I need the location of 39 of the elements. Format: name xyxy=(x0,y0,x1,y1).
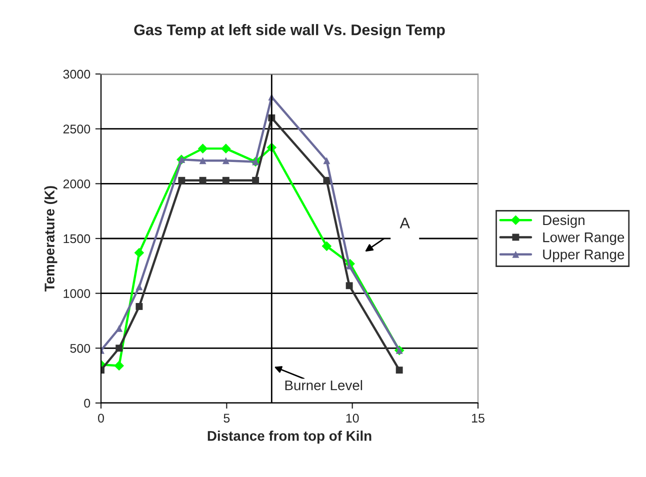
y-tick-label: 0 xyxy=(84,398,90,408)
x-tick-label: 5 xyxy=(224,414,230,423)
chart-title: Gas Temp at left side wall Vs. Design Temp xyxy=(134,24,445,38)
point xyxy=(198,144,208,154)
annotation: A xyxy=(400,218,410,228)
point xyxy=(136,303,143,310)
y-axis-title: Temperature (K) xyxy=(44,186,58,292)
point xyxy=(178,176,186,184)
point xyxy=(222,157,230,164)
x-tick-label: 10 xyxy=(346,414,359,423)
point xyxy=(116,344,123,352)
point xyxy=(134,248,144,258)
x-axis-title: Distance from top of Kiln xyxy=(208,430,372,444)
point xyxy=(199,176,206,184)
point xyxy=(114,360,124,371)
point xyxy=(252,176,260,184)
y-tick-label: 500 xyxy=(70,344,90,353)
point xyxy=(136,283,143,290)
point xyxy=(222,176,230,184)
point xyxy=(221,144,231,154)
point xyxy=(396,366,403,374)
point xyxy=(346,282,353,290)
y-tick-label: 3000 xyxy=(63,70,90,79)
legend-label: Lower Range xyxy=(543,232,624,245)
point xyxy=(323,157,330,164)
point xyxy=(199,157,206,164)
x-tick-label: 0 xyxy=(98,414,104,423)
y-tick-label: 1000 xyxy=(64,289,90,298)
ref-line-label: Burner Level xyxy=(285,380,362,390)
legend-label: Upper Range xyxy=(543,250,624,262)
point xyxy=(116,324,123,332)
y-tick-label: 2500 xyxy=(63,124,90,134)
point xyxy=(346,262,353,270)
x-tick-label: 15 xyxy=(472,414,484,423)
y-tick-label: 2000 xyxy=(63,179,90,188)
legend-label: Design xyxy=(543,214,584,228)
point xyxy=(323,176,330,184)
point xyxy=(322,241,332,252)
y-tick-label: 1500 xyxy=(64,234,90,244)
